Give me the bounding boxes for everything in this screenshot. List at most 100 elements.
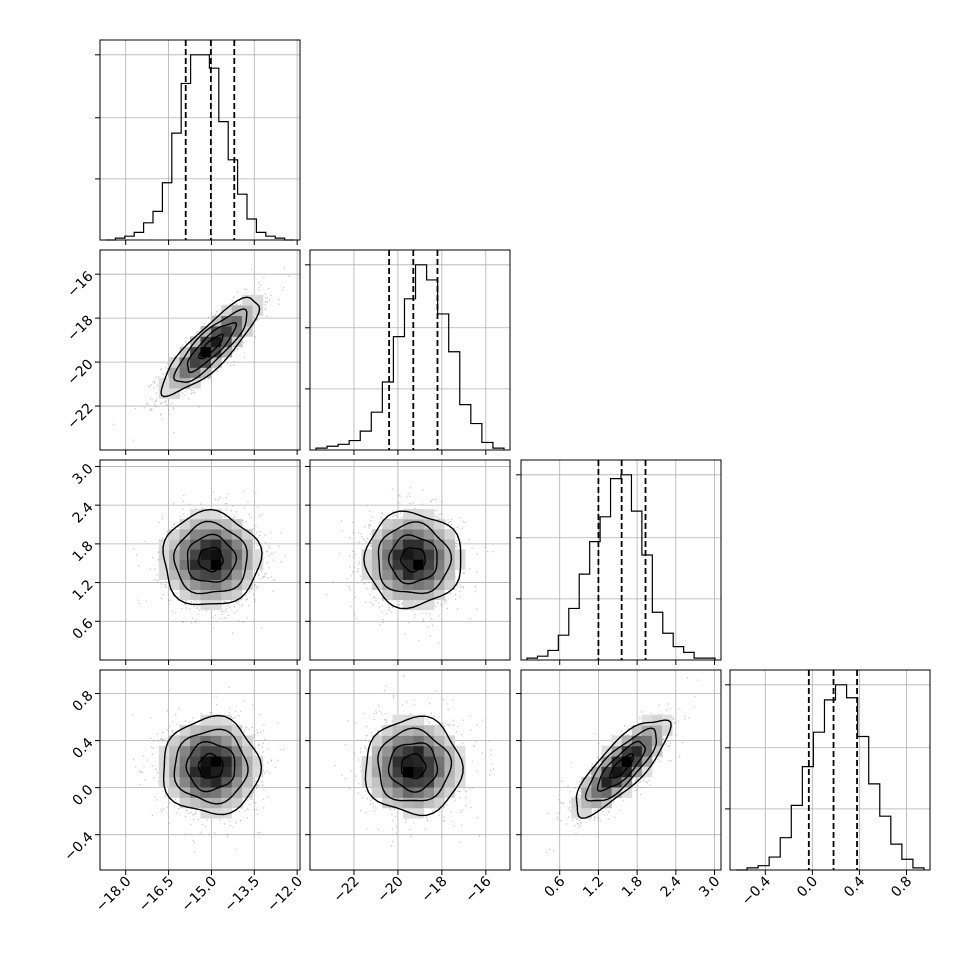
density-cell xyxy=(392,714,404,726)
density-cell xyxy=(402,539,414,550)
density-cell xyxy=(190,589,201,601)
scatter-panel-1-0: −22 −20 −18 −16 xyxy=(64,249,301,455)
density-cell xyxy=(434,725,445,736)
panel-frame xyxy=(520,459,722,661)
panel-frame xyxy=(729,669,931,871)
sample-points xyxy=(132,686,285,853)
density-cell xyxy=(210,336,222,348)
density-cell xyxy=(382,539,393,550)
density-cell xyxy=(434,569,445,580)
density-cell xyxy=(631,745,643,757)
panel-content xyxy=(326,487,494,644)
density-cell xyxy=(434,539,445,550)
density-cell xyxy=(382,787,393,798)
density-cell xyxy=(601,766,612,778)
density-cell xyxy=(434,735,445,747)
density-cell xyxy=(611,766,623,778)
density-cell xyxy=(371,756,383,767)
density-cell xyxy=(190,745,201,757)
density-cell xyxy=(179,725,191,736)
density-cell xyxy=(179,367,191,379)
density-cell xyxy=(231,797,243,809)
density-cell xyxy=(392,797,404,809)
density-cell xyxy=(221,305,233,317)
density-cell xyxy=(242,579,253,591)
density-cell xyxy=(413,735,425,747)
density-cell xyxy=(210,569,222,580)
density-cell xyxy=(200,599,212,611)
histogram-step xyxy=(736,684,925,871)
density-cell xyxy=(200,336,212,348)
density-cell xyxy=(210,735,222,747)
density-cell xyxy=(413,569,425,580)
density-cell xyxy=(402,725,414,736)
contour-level-3 xyxy=(173,308,248,383)
density-cell xyxy=(190,346,201,358)
density-cell xyxy=(591,776,602,788)
contour-level-2 xyxy=(185,740,236,793)
density-cell xyxy=(179,569,191,580)
density-cell xyxy=(242,305,253,317)
density-cell xyxy=(402,589,414,601)
density-cell xyxy=(231,539,243,550)
density-cell xyxy=(221,315,233,327)
y-tick-label: 3.0 xyxy=(70,461,97,488)
y-tick-label: 0.4 xyxy=(70,735,97,762)
density-cell xyxy=(434,559,445,570)
density-cell xyxy=(571,807,582,819)
contour-level-4 xyxy=(363,510,462,610)
hist-panel-2 xyxy=(516,459,722,665)
density-cell xyxy=(631,725,643,736)
density-cell xyxy=(423,559,435,570)
density-cell xyxy=(423,589,435,601)
density-cell xyxy=(371,735,383,747)
density-cell xyxy=(361,766,373,778)
density-cell xyxy=(179,529,191,540)
density-cell xyxy=(231,745,243,757)
contour-level-2 xyxy=(596,740,647,792)
density-cell xyxy=(434,766,445,778)
density-cell xyxy=(210,756,222,767)
density-cell xyxy=(423,508,435,520)
density-cell xyxy=(392,539,404,550)
density-cell xyxy=(221,569,233,580)
density-cell xyxy=(158,388,170,399)
density-cell xyxy=(231,756,243,767)
density-cell xyxy=(601,776,612,788)
contour-level-1 xyxy=(400,547,426,573)
density-cell xyxy=(179,756,191,767)
density-cell xyxy=(169,549,181,560)
density-cell xyxy=(434,549,445,560)
density-cell xyxy=(242,294,253,306)
density-cell xyxy=(444,549,456,560)
density-cell xyxy=(242,776,253,788)
density-cell xyxy=(200,589,212,601)
panel-frame xyxy=(99,39,301,241)
density-cell xyxy=(392,579,404,591)
panel-content xyxy=(112,267,290,441)
density-cell xyxy=(621,766,633,778)
density-cell xyxy=(210,508,222,520)
density-cell xyxy=(382,579,393,591)
density-cell xyxy=(392,766,404,778)
y-tick-label: −20 xyxy=(64,356,96,388)
density-cell xyxy=(392,529,404,540)
density-cell xyxy=(200,549,212,560)
density-cell xyxy=(454,745,466,757)
density-cell xyxy=(231,589,243,601)
density-cell xyxy=(200,518,212,530)
density-cell xyxy=(402,599,414,611)
density-cell xyxy=(392,549,404,560)
density-cell xyxy=(210,559,222,570)
density-cell xyxy=(611,756,623,767)
density-cell xyxy=(402,518,414,530)
density-cell xyxy=(169,579,181,591)
x-tick-label: −16 xyxy=(462,873,494,905)
density-cell xyxy=(434,797,445,809)
density-cell xyxy=(423,745,435,757)
x-tick-label: −20 xyxy=(375,874,407,906)
density-cell xyxy=(581,797,592,809)
density-cell xyxy=(169,529,181,540)
density-cell xyxy=(444,539,456,550)
